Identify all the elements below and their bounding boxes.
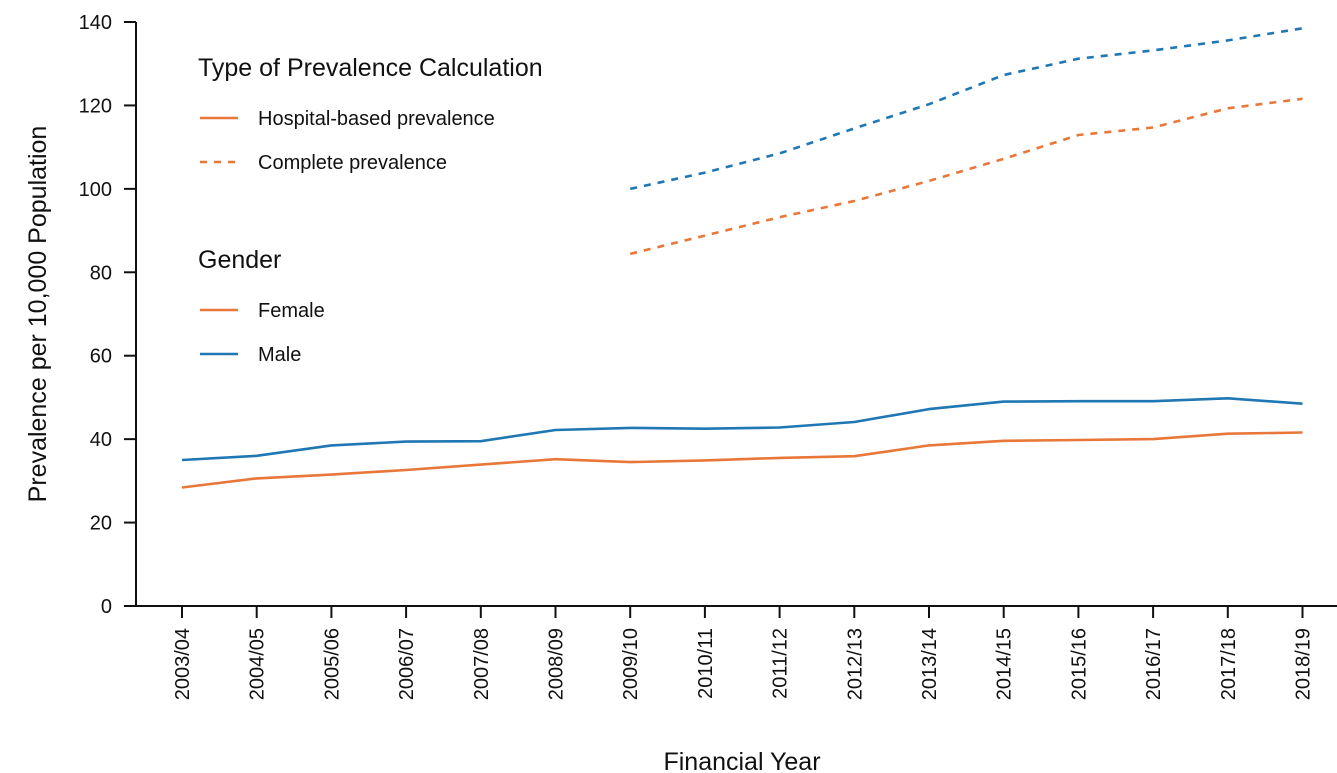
- y-tick-label: 140: [79, 12, 112, 34]
- x-tick-label: 2013/14: [919, 628, 941, 700]
- x-tick-label: 2007/08: [471, 628, 493, 700]
- x-tick-label: 2008/09: [546, 628, 568, 700]
- x-tick-label: 2014/15: [994, 628, 1016, 700]
- axes: 0 20 40 60 80 100 120 140 2003/04 2004/05 2005/06 2…: [79, 12, 1337, 700]
- series-female-complete: [629, 97, 1303, 256]
- y-tick-label: 20: [90, 513, 112, 535]
- y-tick-label: 80: [90, 262, 112, 284]
- legend-item-label: Complete prevalence: [258, 152, 447, 174]
- legend-item-label: Female: [258, 300, 325, 322]
- series-female-hospital: [181, 431, 1303, 489]
- x-tick-label: 2009/10: [620, 628, 642, 700]
- x-tick-label: 2018/19: [1293, 628, 1315, 700]
- legend-type-title: Type of Prevalence Calculation: [198, 54, 543, 82]
- x-tick-label: 2004/05: [247, 628, 269, 700]
- series-male-complete: [629, 27, 1303, 191]
- y-tick-label: 40: [90, 429, 112, 451]
- y-axis-title: Prevalence per 10,000 Population: [24, 126, 52, 503]
- x-tick-label: 2006/07: [396, 628, 418, 700]
- y-tick-label: 60: [90, 346, 112, 368]
- x-tick-label: 2015/16: [1068, 628, 1090, 700]
- x-tick-label: 2017/18: [1218, 628, 1240, 700]
- x-axis-title: Financial Year: [663, 748, 820, 773]
- legend-item-label: Hospital-based prevalence: [258, 108, 495, 130]
- x-tick-label: 2016/17: [1143, 628, 1165, 700]
- y-tick-label: 0: [101, 596, 112, 618]
- x-tick-label: 2011/12: [770, 628, 792, 699]
- series-male-hospital: [181, 397, 1303, 462]
- legend-item-label: Male: [258, 344, 301, 366]
- y-tick-label: 100: [79, 179, 112, 201]
- x-tick-label: 2012/13: [844, 628, 866, 700]
- legend-gender-title: Gender: [198, 246, 281, 274]
- x-tick-label: 2005/06: [321, 628, 343, 700]
- x-tick-label: 2003/04: [172, 628, 194, 700]
- legend: Type of Prevalence Calculation Hospital-b…: [198, 54, 543, 366]
- y-tick-label: 120: [79, 95, 112, 117]
- x-tick-label: 2010/11: [695, 628, 717, 699]
- series-layer: [181, 27, 1303, 489]
